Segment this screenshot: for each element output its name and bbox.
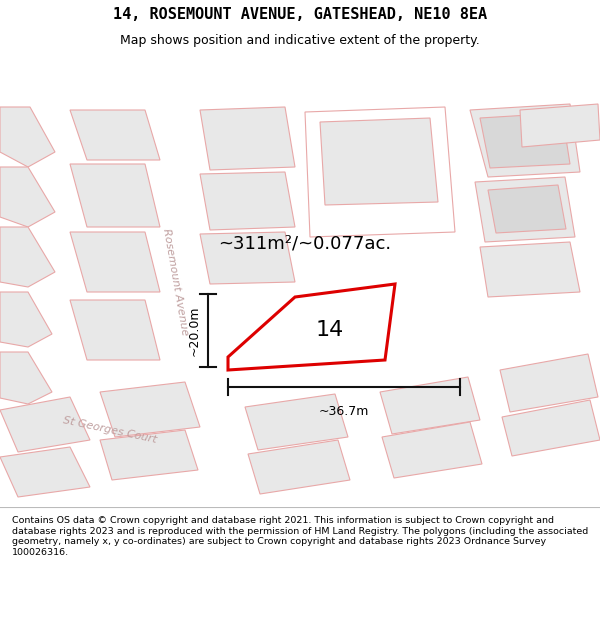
Text: 14, ROSEMOUNT AVENUE, GATESHEAD, NE10 8EA: 14, ROSEMOUNT AVENUE, GATESHEAD, NE10 8E… xyxy=(113,7,487,22)
Polygon shape xyxy=(520,104,600,147)
Polygon shape xyxy=(0,397,90,452)
Polygon shape xyxy=(245,394,348,450)
Polygon shape xyxy=(470,104,580,177)
Polygon shape xyxy=(0,227,55,287)
Polygon shape xyxy=(200,107,295,170)
Polygon shape xyxy=(0,447,90,497)
Polygon shape xyxy=(248,440,350,494)
Polygon shape xyxy=(320,118,438,205)
Polygon shape xyxy=(480,242,580,297)
Polygon shape xyxy=(502,400,600,456)
Polygon shape xyxy=(200,172,295,230)
Polygon shape xyxy=(70,110,160,160)
Polygon shape xyxy=(380,377,480,434)
Polygon shape xyxy=(500,354,598,412)
Polygon shape xyxy=(100,382,200,437)
Text: ~311m²/~0.077ac.: ~311m²/~0.077ac. xyxy=(218,235,391,253)
Polygon shape xyxy=(70,300,160,360)
Polygon shape xyxy=(488,185,566,233)
Polygon shape xyxy=(70,164,160,227)
Text: Contains OS data © Crown copyright and database right 2021. This information is : Contains OS data © Crown copyright and d… xyxy=(12,516,588,557)
Polygon shape xyxy=(0,352,52,404)
Text: Map shows position and indicative extent of the property.: Map shows position and indicative extent… xyxy=(120,34,480,47)
Polygon shape xyxy=(305,107,455,237)
Polygon shape xyxy=(0,107,55,167)
Polygon shape xyxy=(70,232,160,292)
Polygon shape xyxy=(228,284,395,370)
Polygon shape xyxy=(475,177,575,242)
Text: 14: 14 xyxy=(316,320,344,340)
Text: St Georges Court: St Georges Court xyxy=(62,415,158,445)
Polygon shape xyxy=(100,430,198,480)
Polygon shape xyxy=(382,422,482,478)
Polygon shape xyxy=(480,113,570,168)
Text: Rosemount Avenue: Rosemount Avenue xyxy=(161,228,190,336)
Polygon shape xyxy=(0,292,52,347)
Text: ~20.0m: ~20.0m xyxy=(187,305,200,356)
Polygon shape xyxy=(0,167,55,227)
Text: ~36.7m: ~36.7m xyxy=(319,405,369,418)
Polygon shape xyxy=(200,232,295,284)
